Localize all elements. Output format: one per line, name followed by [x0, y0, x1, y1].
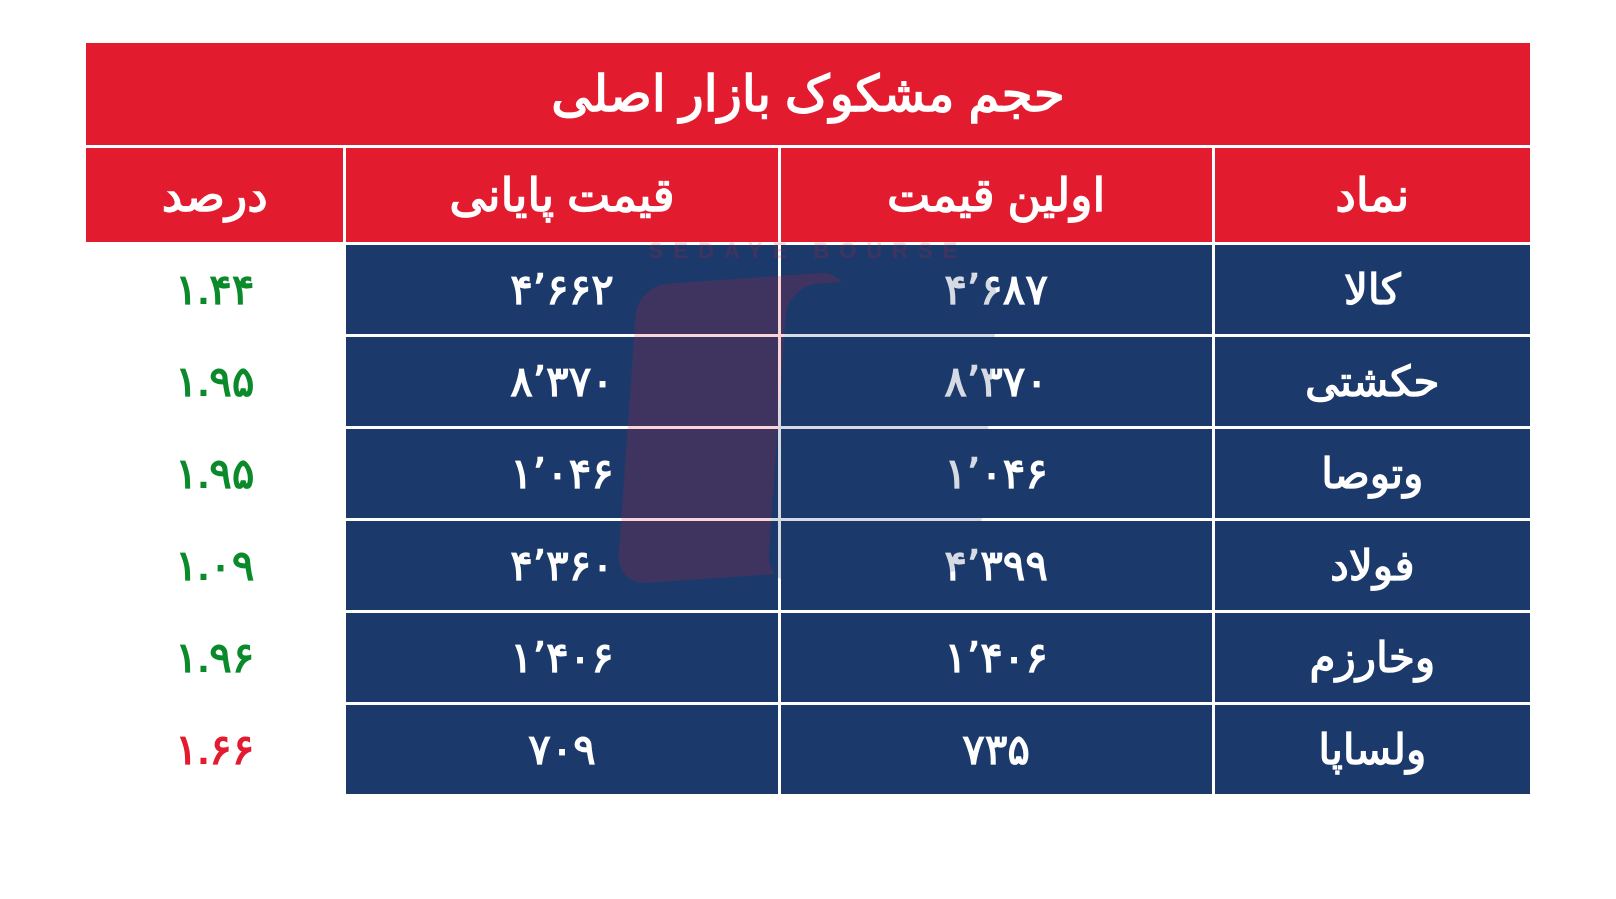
cell-symbol: فولاد: [1213, 520, 1531, 612]
cell-final-price: ۷۰۹: [345, 704, 779, 796]
cell-percent: ۱.۹۵: [85, 428, 345, 520]
cell-first-price: ۷۳۵: [779, 704, 1213, 796]
cell-final-price: ۸٬۳۷۰: [345, 336, 779, 428]
table-header-row: نماد اولین قیمت قیمت پایانی درصد: [85, 147, 1532, 244]
cell-final-price: ۱٬۰۴۶: [345, 428, 779, 520]
table-row: وخارزم ۱٬۴۰۶ ۱٬۴۰۶ ۱.۹۶: [85, 612, 1532, 704]
cell-symbol: حکشتی: [1213, 336, 1531, 428]
cell-first-price: ۴٬۶۸۷: [779, 244, 1213, 336]
cell-first-price: ۱٬۰۴۶: [779, 428, 1213, 520]
cell-percent: ۱.۴۴: [85, 244, 345, 336]
market-table-container: SEDAYE BOURSE حجم مشکوک بازار اصلی نماد …: [83, 40, 1533, 797]
cell-symbol: ولساپا: [1213, 704, 1531, 796]
cell-percent: ۱.۹۶: [85, 612, 345, 704]
cell-first-price: ۸٬۳۷۰: [779, 336, 1213, 428]
col-header-first-price: اولین قیمت: [779, 147, 1213, 244]
col-header-symbol: نماد: [1213, 147, 1531, 244]
cell-first-price: ۱٬۴۰۶: [779, 612, 1213, 704]
table-title-row: حجم مشکوک بازار اصلی: [85, 42, 1532, 147]
cell-final-price: ۴٬۳۶۰: [345, 520, 779, 612]
cell-first-price: ۴٬۳۹۹: [779, 520, 1213, 612]
table-row: ولساپا ۷۳۵ ۷۰۹ ۱.۶۶: [85, 704, 1532, 796]
table-title: حجم مشکوک بازار اصلی: [85, 42, 1532, 147]
market-volume-table: حجم مشکوک بازار اصلی نماد اولین قیمت قیم…: [83, 40, 1533, 797]
cell-symbol: وخارزم: [1213, 612, 1531, 704]
cell-final-price: ۴٬۶۶۲: [345, 244, 779, 336]
table-row: فولاد ۴٬۳۹۹ ۴٬۳۶۰ ۱.۰۹: [85, 520, 1532, 612]
table-row: کالا ۴٬۶۸۷ ۴٬۶۶۲ ۱.۴۴: [85, 244, 1532, 336]
cell-symbol: وتوصا: [1213, 428, 1531, 520]
col-header-percent: درصد: [85, 147, 345, 244]
cell-final-price: ۱٬۴۰۶: [345, 612, 779, 704]
table-row: حکشتی ۸٬۳۷۰ ۸٬۳۷۰ ۱.۹۵: [85, 336, 1532, 428]
cell-symbol: کالا: [1213, 244, 1531, 336]
cell-percent: ۱.۶۶: [85, 704, 345, 796]
col-header-final-price: قیمت پایانی: [345, 147, 779, 244]
cell-percent: ۱.۹۵: [85, 336, 345, 428]
cell-percent: ۱.۰۹: [85, 520, 345, 612]
table-row: وتوصا ۱٬۰۴۶ ۱٬۰۴۶ ۱.۹۵: [85, 428, 1532, 520]
